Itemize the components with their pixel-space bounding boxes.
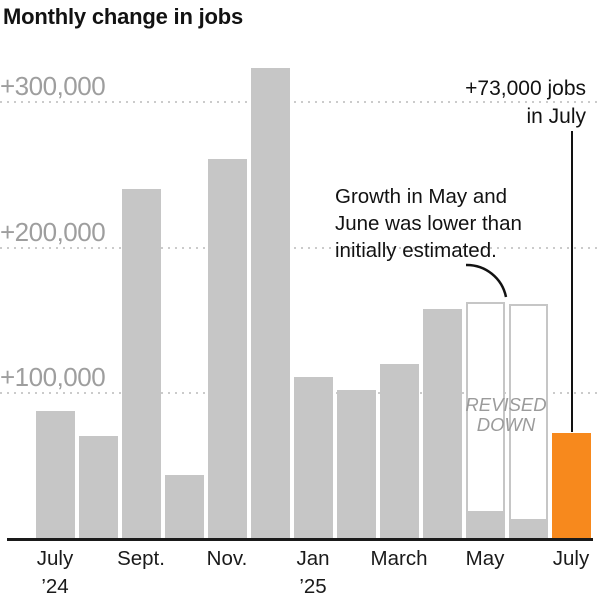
bar-highlight-july <box>551 432 591 539</box>
bar-revised-value <box>510 518 546 539</box>
x-axis-tick-label: March <box>354 545 444 573</box>
bar <box>164 474 204 539</box>
y-axis-tick-label: +300,000 <box>0 70 106 101</box>
bar-initial-estimate-outline <box>465 301 505 539</box>
x-axis-tick-label-line: Nov. <box>206 547 248 570</box>
bar <box>336 390 376 539</box>
chart-title: Monthly change in jobs <box>3 4 244 29</box>
bar-revised-value <box>467 511 503 539</box>
x-axis-tick-label: July ’24 <box>10 545 100 600</box>
x-axis-tick-label: May <box>440 545 530 573</box>
revised-down-label-line1: REVISED <box>465 394 547 415</box>
grid-line <box>0 100 600 103</box>
x-axis-tick-label-line: Jan <box>296 547 330 570</box>
bar <box>250 68 290 539</box>
revision-note: Growth in May and June was lower than in… <box>335 183 522 264</box>
x-axis-tick-label-line: ’25 <box>299 575 327 598</box>
x-axis-baseline <box>7 538 593 541</box>
bar <box>293 377 333 539</box>
x-axis-tick-label: Nov. <box>182 545 272 573</box>
july-pointer-line <box>570 131 573 432</box>
revision-note-line3: initially estimated. <box>335 239 497 262</box>
x-axis-tick-label: Jan ’25 <box>268 545 358 600</box>
x-axis-tick-label-line: March <box>370 547 428 570</box>
revised-down-label: REVISED DOWN <box>446 395 566 434</box>
revision-note-line2: June was lower than <box>335 212 522 235</box>
bar-initial-estimate-outline <box>508 304 548 539</box>
y-axis-tick-label: +100,000 <box>0 362 106 393</box>
bar <box>121 189 161 539</box>
x-axis-tick-label: Sept. <box>96 545 186 573</box>
july-value-annotation: +73,000 jobs in July <box>465 75 586 131</box>
revision-note-line1: Growth in May and <box>335 185 508 208</box>
grid-line <box>0 246 600 249</box>
x-axis-tick-label-line: Sept. <box>117 547 165 570</box>
x-axis-tick-label-line: ’24 <box>41 575 69 598</box>
july-value-annotation-line1: +73,000 jobs <box>465 77 586 100</box>
x-axis-tick-label-line: May <box>465 547 505 570</box>
bar <box>379 364 419 539</box>
july-value-annotation-line2: in July <box>526 105 586 128</box>
y-axis-tick-label: +200,000 <box>0 216 106 247</box>
bar <box>422 308 462 539</box>
bar <box>35 410 75 539</box>
x-axis-tick-label-line: July <box>36 547 74 570</box>
bar <box>207 158 247 539</box>
revised-down-label-line2: DOWN <box>476 413 536 435</box>
x-axis-tick-label: July <box>526 545 600 573</box>
bar <box>78 435 118 539</box>
x-axis-tick-label-line: July <box>552 547 590 570</box>
